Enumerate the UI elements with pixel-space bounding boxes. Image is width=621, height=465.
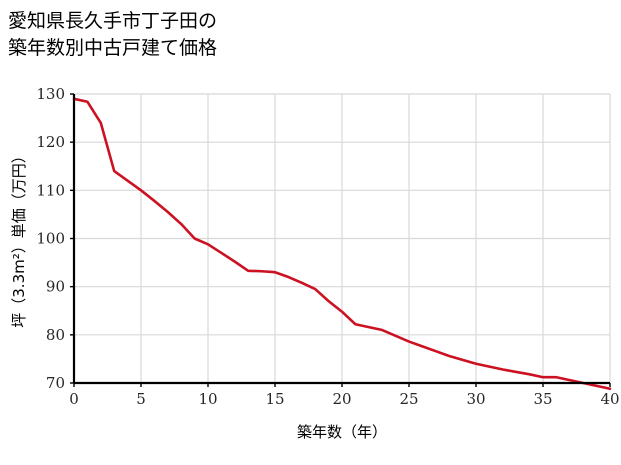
y-axis-tick-label: 120: [36, 133, 65, 151]
y-axis-title: 坪（3.3m²）単価（万円）: [10, 148, 28, 327]
x-axis-tick-label: 20: [332, 390, 351, 408]
y-axis-tick-label: 80: [46, 326, 65, 344]
axis-tick-labels: 70 80 90 100 110 120 130 0 5 10 15 20 25 30 35 40: [36, 85, 619, 408]
x-axis-tick-label: 5: [136, 390, 146, 408]
data-series-layer: [72, 97, 612, 391]
y-axis-tick-label: 90: [46, 278, 65, 296]
y-axis-tick-label: 110: [36, 181, 65, 199]
x-axis-tick-label: 10: [198, 390, 217, 408]
chart-title: 愛知県長久手市丁子田の 築年数別中古戸建て価格: [8, 10, 218, 59]
x-axis-tick-label: 40: [600, 390, 619, 408]
x-axis-title: 築年数（年）: [297, 423, 387, 441]
gridlines: [74, 93, 611, 384]
y-axis-tick-label: 70: [46, 374, 65, 392]
axis-ticks: [70, 93, 611, 387]
x-axis-tick-label: 35: [533, 390, 552, 408]
y-axis-tick-label: 130: [36, 85, 65, 103]
x-axis-tick-label: 25: [399, 390, 418, 408]
x-axis-tick-label: 0: [69, 390, 79, 408]
y-axis-tick-label: 100: [36, 230, 65, 248]
x-axis-tick-label: 30: [466, 390, 485, 408]
x-axis-tick-label: 15: [265, 390, 284, 408]
series-line-tsubo-price: [72, 97, 612, 391]
